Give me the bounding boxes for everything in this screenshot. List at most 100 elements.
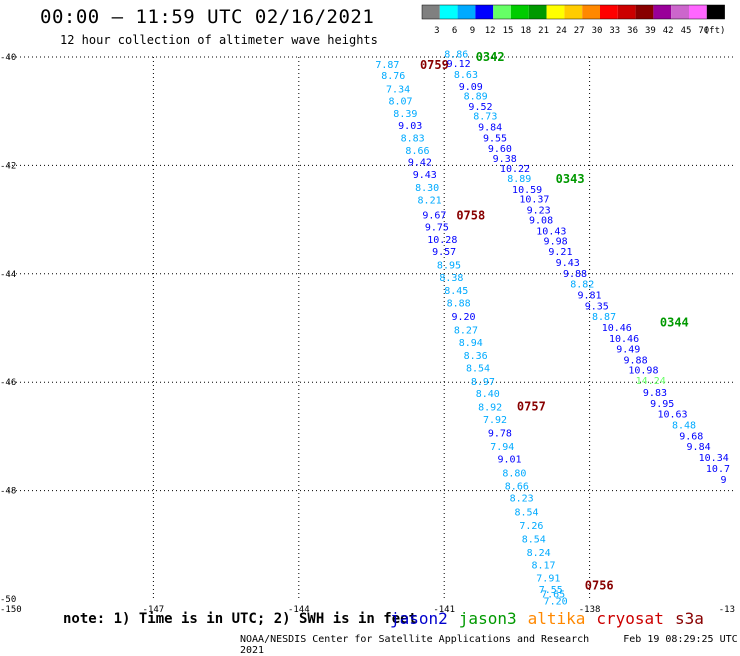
wave-height-value: 9.21 xyxy=(548,247,572,258)
pass-time-label: 0344 xyxy=(660,316,689,330)
wave-height-value: 10.7 xyxy=(706,464,730,475)
wave-height-value: 9.12 xyxy=(447,59,471,70)
scale-swatch xyxy=(617,5,636,19)
scale-swatch xyxy=(582,5,600,19)
legend-cryosat: cryosat xyxy=(596,609,664,628)
wave-height-value: 9.88 xyxy=(624,356,648,367)
wave-height-value: 8.39 xyxy=(393,109,417,120)
wave-height-value: 9.84 xyxy=(478,122,502,133)
wave-height-value: 8.27 xyxy=(454,326,478,337)
wave-height-value: 9.08 xyxy=(529,216,553,227)
scale-label: 36 xyxy=(627,26,638,36)
lon-tick-label: -13 xyxy=(719,605,735,615)
wave-height-value: 8.92 xyxy=(478,403,502,414)
altimeter-tracks: 7.878.767.348.078.399.038.838.669.429.43… xyxy=(375,49,730,607)
scale-label: 27 xyxy=(574,26,585,36)
scale-label: 12 xyxy=(485,26,496,36)
lat-tick-label: -42 xyxy=(0,161,16,171)
lon-tick-label: -150 xyxy=(0,605,22,615)
pass-time-label: 0343 xyxy=(556,172,585,186)
wave-height-value: 9.09 xyxy=(459,82,483,93)
scale-label: 24 xyxy=(556,26,567,36)
wave-height-value: 8.97 xyxy=(471,377,495,388)
page-subtitle: 12 hour collection of altimeter wave hei… xyxy=(60,33,378,47)
wave-height-value: 9.98 xyxy=(544,236,568,247)
wave-height-value: 7.65 xyxy=(541,590,565,601)
wave-height-value: 8.07 xyxy=(388,96,412,107)
track-west: 7.878.767.348.078.399.038.838.669.429.43… xyxy=(375,58,613,608)
wave-height-value: 9.84 xyxy=(687,442,711,453)
wave-height-value: 9.68 xyxy=(679,431,703,442)
wave-height-value: 9.38 xyxy=(493,154,517,165)
wave-height-value: 9.01 xyxy=(498,455,522,466)
scale-swatch xyxy=(475,5,494,19)
scale-swatch xyxy=(439,5,458,19)
wave-height-value: 7.20 xyxy=(544,597,568,608)
scale-label: 45 xyxy=(681,26,692,36)
lon-tick-label: -144 xyxy=(288,605,310,615)
lat-tick-label: -46 xyxy=(0,378,16,388)
wave-height-value: 8.87 xyxy=(592,312,616,323)
legend-s3a: s3a xyxy=(675,609,704,628)
wave-height-value: 10.46 xyxy=(602,323,632,334)
page-title: 00:00 — 11:59 UTC 02/16/2021 xyxy=(40,6,375,28)
footer-credit: NOAA/NESDIS Center for Satellite Applica… xyxy=(240,634,740,656)
wave-height-value: 8.38 xyxy=(439,273,463,284)
wave-height-value: 7.26 xyxy=(519,521,543,532)
wave-height-value: 8.63 xyxy=(454,70,478,81)
wave-height-value: 9.35 xyxy=(585,301,609,312)
wave-height-value: 9.78 xyxy=(488,429,512,440)
scale-label: 39 xyxy=(645,26,656,36)
wave-height-value: 9.81 xyxy=(577,290,601,301)
wave-height-value: 8.36 xyxy=(464,351,488,362)
wave-height-value: 8.83 xyxy=(401,133,425,144)
wave-height-value: 8.30 xyxy=(415,183,439,194)
wave-height-value: 9.67 xyxy=(422,210,446,221)
credit-text: NOAA/NESDIS Center for Satellite Applica… xyxy=(240,634,590,645)
wave-height-value: 7.34 xyxy=(386,85,410,96)
wave-height-value: 9.43 xyxy=(556,258,580,269)
wave-height-value: 8.66 xyxy=(505,481,529,492)
scale-swatch xyxy=(422,5,440,19)
wave-height-value: 9.49 xyxy=(616,345,640,356)
legend-altika: altika xyxy=(527,609,586,628)
lon-tick-label: -147 xyxy=(143,605,165,615)
wave-height-value: 10.43 xyxy=(536,227,566,238)
scale-label: 15 xyxy=(503,26,514,36)
scale-label: 18 xyxy=(520,26,531,36)
wave-height-value: 9.95 xyxy=(650,399,674,410)
wave-height-value: 9.88 xyxy=(563,269,587,280)
scale-swatch xyxy=(528,5,547,19)
wave-height-value: 8.48 xyxy=(672,421,696,432)
wave-height-value: 8.17 xyxy=(531,560,555,571)
color-scale: 3 6 9 12 15 18 21 24 27 30 33 36 39 42 45 70(ft) xyxy=(421,4,725,36)
scale-swatch xyxy=(671,5,689,19)
pass-time-label: 0342 xyxy=(476,50,505,64)
lon-tick-label: -138 xyxy=(579,605,601,615)
scale-swatch xyxy=(635,5,654,19)
lat-tick-label: -50 xyxy=(0,595,16,605)
wave-height-value: 10.22 xyxy=(500,164,530,175)
wave-height-value: 8.76 xyxy=(381,71,405,82)
wave-height-value: 10.34 xyxy=(699,453,729,464)
wave-height-value: 9.03 xyxy=(398,121,422,132)
wave-height-value: 10.28 xyxy=(427,235,457,246)
wave-height-value: 8.66 xyxy=(405,146,429,157)
map-grid: -40 -42 -44 -46 -48 -50 -147 -144 -141 -138 -13 -15… xyxy=(0,53,735,615)
wave-height-value: 9 xyxy=(720,475,726,486)
lat-tick-label: -40 xyxy=(0,53,16,63)
pass-time-label: 0756 xyxy=(585,578,614,592)
scale-swatch xyxy=(564,5,583,19)
wave-height-value: 8.54 xyxy=(514,507,538,518)
scale-label: 30 xyxy=(592,26,603,36)
scale-swatch xyxy=(689,5,707,19)
track-east: 8.869.128.639.098.899.528.739.849.559.60… xyxy=(444,49,730,485)
wave-height-value: 8.21 xyxy=(418,196,442,207)
wave-height-value: 7.87 xyxy=(375,60,399,71)
lon-tick-label: -141 xyxy=(433,605,455,615)
wave-height-value: 8.80 xyxy=(502,468,526,479)
wave-height-value: 9.42 xyxy=(408,158,432,169)
wave-height-value: 8.24 xyxy=(527,548,551,559)
scale-label: 70 xyxy=(698,26,709,36)
